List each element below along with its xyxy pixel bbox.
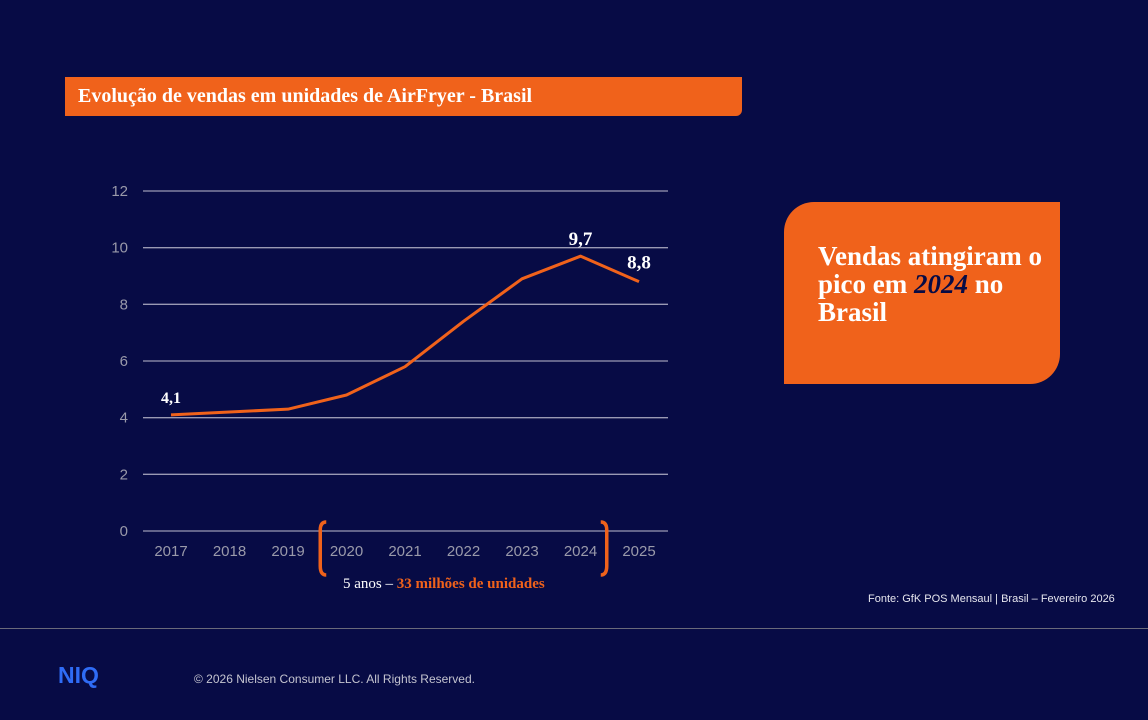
x-tick-label: 2024 [564,543,597,560]
data-label: 8,8 [627,253,651,274]
annotation-highlight: 33 milhões de unidades [396,576,545,592]
x-tick-label: 2018 [213,543,246,560]
x-tick-label: 2022 [447,543,480,560]
chart-title: Evolução de vendas em unidades de AirFry… [65,77,742,116]
y-tick-label: 10 [111,240,128,257]
niq-logo: NIQ [58,662,99,688]
x-tick-label: 2021 [388,543,421,560]
y-tick-label: 0 [120,523,128,540]
source-note: Fonte: GfK POS Mensaul | Brasil – Fevere… [868,593,1115,605]
y-tick-label: 12 [111,183,128,200]
copyright: © 2026 Nielsen Consumer LLC. All Rights … [194,672,475,686]
callout-text: Vendas atingiram o pico em [818,241,1043,299]
x-tick-label: 2023 [505,543,538,560]
series-line [170,254,640,417]
y-tick-label: 2 [120,466,128,483]
x-tick-label: 2017 [154,543,187,560]
footer-divider [0,628,1148,629]
annotation-prefix: 5 anos – [343,576,397,592]
bracket-left [318,520,327,577]
y-tick-label: 4 [120,410,128,427]
y-tick-label: 8 [120,296,128,313]
x-tick-label: 2019 [271,543,304,560]
callout-year: 2024 [913,269,968,299]
x-tick-label: 2020 [330,543,363,560]
bracket-annotation: 5 anos – 33 milhões de unidades [343,576,545,593]
data-label: 4,1 [161,390,181,407]
bracket-right [600,520,609,577]
data-label: 9,7 [569,229,593,250]
x-tick-label: 2025 [622,543,655,560]
callout-text-end: no Brasil [818,269,1004,327]
callout-box: Vendas atingiram o pico em 2024 no Brasi… [784,202,1060,384]
y-tick-label: 6 [120,353,128,370]
